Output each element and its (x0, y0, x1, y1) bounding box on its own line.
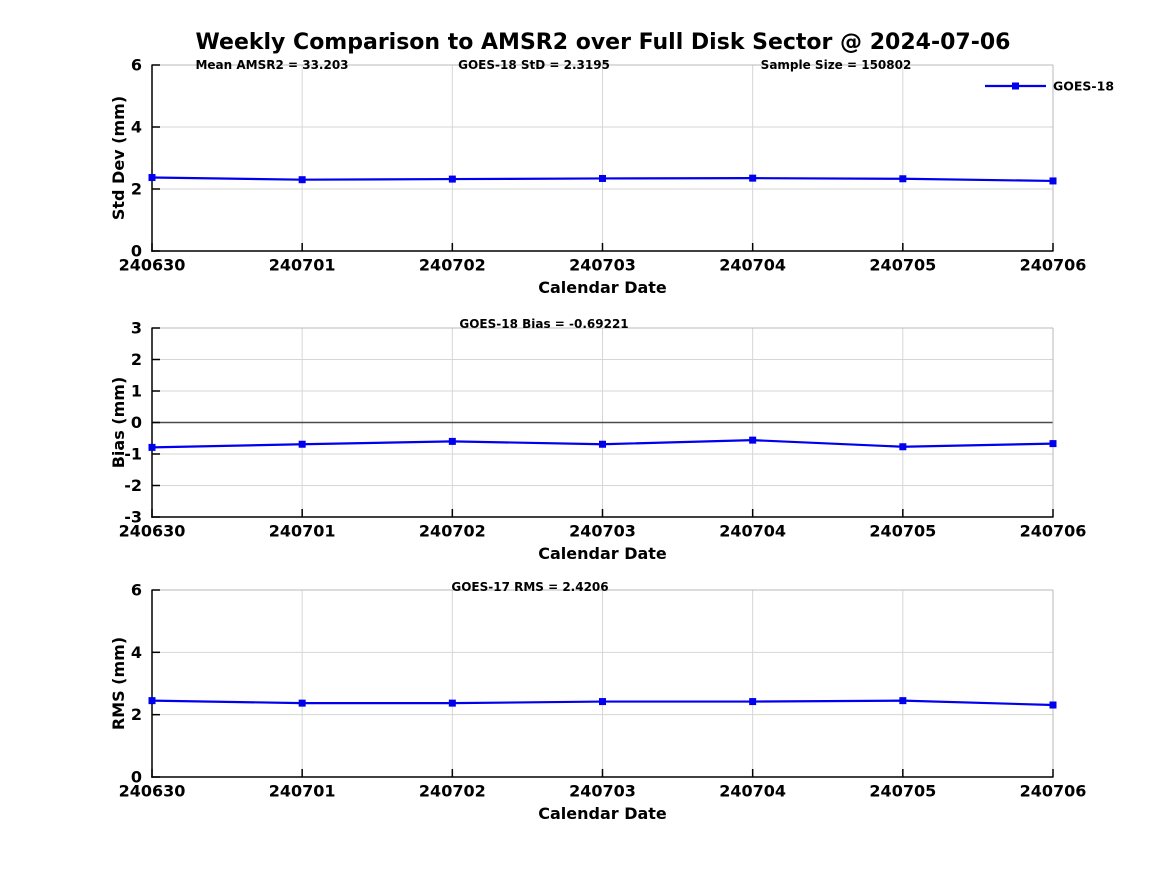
y-tick-label: 3 (131, 319, 142, 338)
y-tick-label: 4 (131, 118, 142, 137)
x-tick-label: 240630 (119, 782, 186, 801)
y-tick-label: 0 (131, 242, 142, 261)
y-tick-label: 2 (131, 180, 142, 199)
legend: GOES-18 (985, 79, 1114, 94)
data-marker (298, 440, 306, 448)
data-marker (448, 437, 456, 445)
y-tick-label: 0 (131, 768, 142, 787)
data-marker (448, 699, 456, 707)
data-marker (1049, 701, 1057, 709)
x-tick-label: 240704 (719, 782, 786, 801)
y-tick-label: 2 (131, 350, 142, 369)
x-tick-label: 240705 (869, 782, 936, 801)
x-tick-label: 240702 (419, 782, 486, 801)
data-marker (1049, 440, 1057, 448)
subplot-stddev: 0 2 4 6 240630 240701 240702 240703 240704 240705… (109, 56, 1114, 298)
data-marker (148, 174, 156, 182)
x-tick-label: 240706 (1020, 256, 1087, 275)
y-tick-label: 6 (131, 581, 142, 600)
data-marker (749, 698, 757, 706)
x-tick-label: 240630 (119, 522, 186, 541)
stat-annotation: GOES-18 Bias = -0.69221 (459, 317, 628, 331)
x-axis-title: Calendar Date (538, 544, 667, 563)
x-tick-label: 240701 (269, 256, 336, 275)
stat-annotation: Sample Size = 150802 (761, 58, 912, 72)
data-marker (749, 436, 757, 444)
y-axis-title: Std Dev (mm) (109, 96, 128, 220)
data-marker (899, 175, 907, 183)
data-marker (1049, 177, 1057, 185)
data-marker (148, 697, 156, 705)
data-marker (298, 699, 306, 707)
data-marker (599, 174, 606, 182)
data-marker (448, 175, 456, 183)
x-tick-label: 240703 (569, 782, 636, 801)
data-marker (749, 174, 757, 182)
subplot-rms: 0 2 4 6 240630 240701 240702 240703 240704 240705… (109, 580, 1086, 823)
x-tick-label: 240705 (869, 256, 936, 275)
data-marker (899, 443, 907, 451)
legend-marker-sample (1012, 82, 1019, 90)
chart-title: Weekly Comparison to AMSR2 over Full Dis… (195, 30, 1011, 55)
x-tick-label: 240704 (719, 256, 786, 275)
y-tick-label: 6 (131, 56, 142, 75)
data-marker (298, 176, 306, 184)
x-tick-label: 240706 (1020, 782, 1087, 801)
data-marker (599, 698, 606, 706)
x-tick-label: 240703 (569, 522, 636, 541)
x-tick-label: 240706 (1020, 522, 1087, 541)
x-tick-label: 240703 (569, 256, 636, 275)
x-tick-label: 240704 (719, 522, 786, 541)
subplot-bias: -3 -2 -1 0 1 2 3 240630 240701 240702 240703 240704… (109, 317, 1086, 563)
y-tick-label: 0 (131, 413, 142, 432)
data-marker (148, 443, 156, 451)
y-tick-label: -2 (124, 476, 142, 495)
y-axis-title: RMS (mm) (109, 637, 128, 730)
x-tick-label: 240630 (119, 256, 186, 275)
stat-annotation: GOES-18 StD = 2.3195 (458, 58, 610, 72)
legend-label: GOES-18 (1053, 79, 1114, 94)
x-tick-label: 240701 (269, 522, 336, 541)
stat-annotation: Mean AMSR2 = 33.203 (195, 58, 348, 72)
x-tick-label: 240701 (269, 782, 336, 801)
y-tick-label: -1 (124, 445, 142, 464)
x-tick-label: 240702 (419, 256, 486, 275)
stat-annotation: GOES-17 RMS = 2.4206 (451, 580, 608, 594)
y-tick-label: 2 (131, 705, 142, 724)
y-tick-label: 1 (131, 382, 142, 401)
x-tick-label: 240702 (419, 522, 486, 541)
x-tick-label: 240705 (869, 522, 936, 541)
y-axis-title: Bias (mm) (109, 377, 128, 469)
y-tick-label: -3 (124, 508, 142, 527)
data-marker (899, 697, 907, 705)
x-axis-title: Calendar Date (538, 804, 667, 823)
data-marker (599, 440, 606, 448)
y-tick-label: 4 (131, 643, 142, 662)
x-axis-title: Calendar Date (538, 278, 667, 297)
